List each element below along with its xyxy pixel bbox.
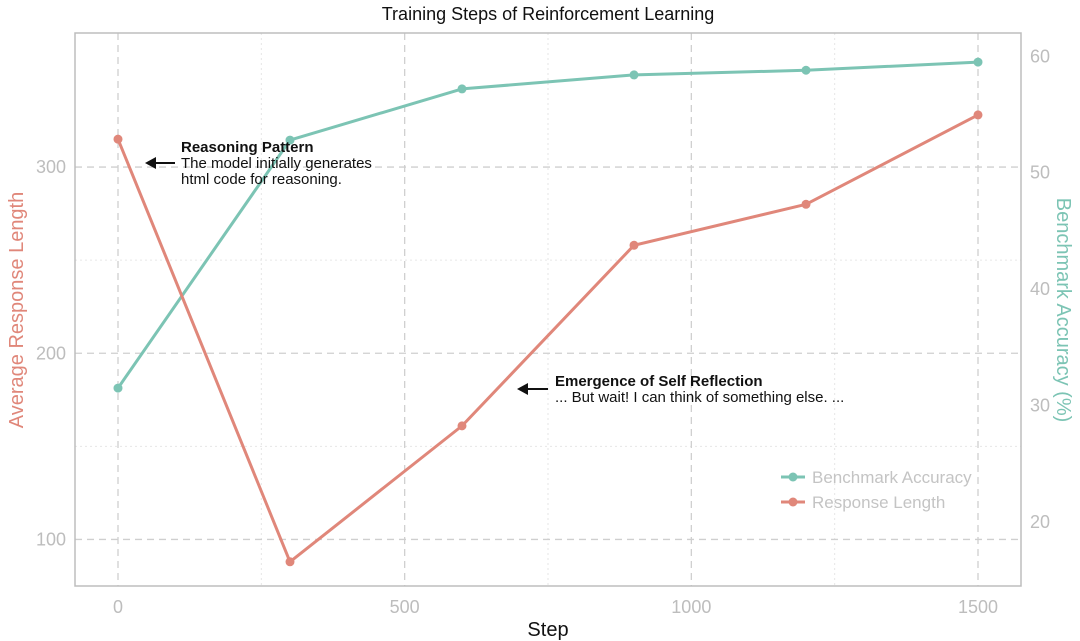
annotation-line: ... But wait! I can think of something e… — [555, 389, 844, 406]
x-tick-label: 500 — [390, 597, 420, 617]
x-tick-label: 1500 — [958, 597, 998, 617]
legend-marker-response-length — [788, 497, 798, 507]
annotation-line: html code for reasoning. — [181, 171, 342, 188]
series-line-response-length — [116, 113, 979, 564]
x-axis-label: Step — [527, 619, 568, 641]
y-right-tick-label: 50 — [1030, 163, 1050, 183]
data-point-benchmark-accuracy — [285, 135, 295, 145]
series-line-benchmark-accuracy — [116, 60, 979, 389]
legend-label-response-length: Response Length — [812, 493, 945, 512]
annotation-reasoning-pattern: Reasoning Pattern The model initially ge… — [145, 139, 372, 188]
y-left-tick-label: 300 — [36, 157, 66, 177]
x-tick-label: 0 — [113, 597, 123, 617]
legend-label-benchmark-accuracy: Benchmark Accuracy — [812, 468, 972, 487]
data-point-benchmark-accuracy — [973, 57, 983, 67]
y-right-tick-label: 30 — [1030, 396, 1050, 416]
annotation-title: Emergence of Self Reflection — [555, 373, 763, 390]
y-right-tick-label: 40 — [1030, 279, 1050, 299]
annotation-self-reflection: Emergence of Self Reflection ... But wai… — [517, 373, 844, 406]
grid — [75, 33, 1021, 586]
y-axis-left-label: Average Response Length — [6, 192, 28, 428]
data-point-response-length — [973, 110, 983, 120]
legend: Benchmark Accuracy Response Length — [781, 468, 972, 512]
ticks: 0 500 1000 1500 100 200 300 20 30 40 50 60 — [36, 46, 1050, 617]
series-layer — [113, 57, 983, 567]
y-axis-right-label: Benchmark Accuracy (%) — [1052, 198, 1074, 423]
data-point-response-length — [629, 240, 639, 250]
data-point-response-length — [457, 421, 467, 431]
data-point-benchmark-accuracy — [629, 70, 639, 80]
y-right-tick-label: 60 — [1030, 46, 1050, 66]
data-point-benchmark-accuracy — [113, 383, 123, 393]
annotation-title: Reasoning Pattern — [181, 139, 314, 156]
data-point-benchmark-accuracy — [457, 84, 467, 94]
y-left-tick-label: 200 — [36, 343, 66, 363]
chart-title: Training Steps of Reinforcement Learning — [382, 4, 715, 24]
y-right-tick-label: 20 — [1030, 512, 1050, 532]
x-tick-label: 1000 — [671, 597, 711, 617]
y-left-tick-label: 100 — [36, 529, 66, 549]
data-point-response-length — [801, 199, 811, 209]
annotation-arrow-head — [517, 383, 528, 395]
plot-frame — [74, 32, 1022, 587]
data-point-response-length — [285, 557, 295, 567]
annotation-line: The model initially generates — [181, 155, 372, 172]
data-point-response-length — [113, 134, 123, 144]
data-point-benchmark-accuracy — [801, 65, 811, 75]
legend-marker-benchmark-accuracy — [788, 472, 798, 482]
annotation-arrow-head — [145, 157, 156, 169]
